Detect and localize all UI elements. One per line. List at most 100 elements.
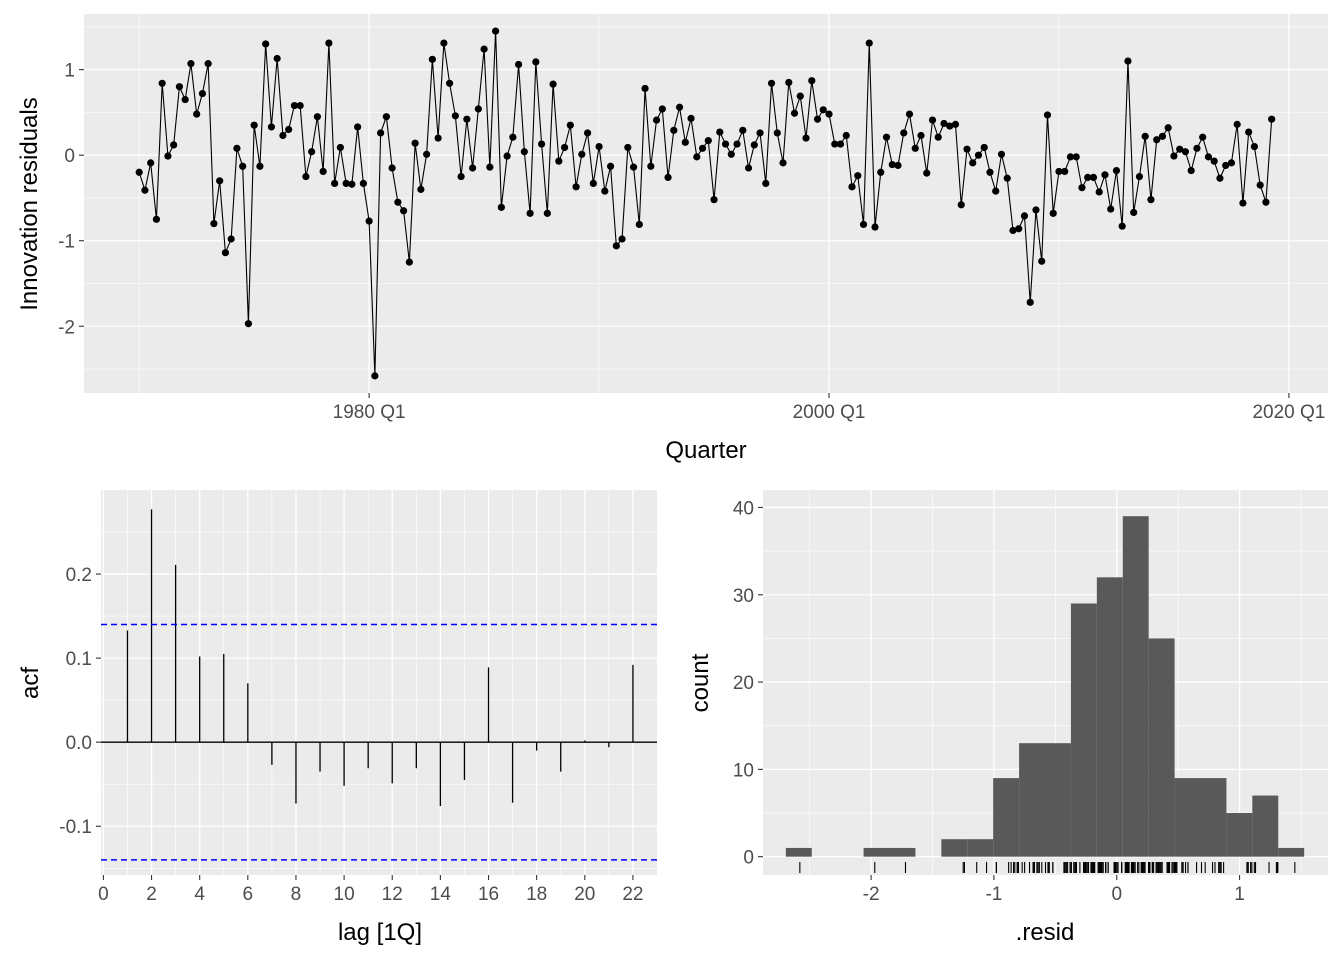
- residual-point: [618, 235, 626, 243]
- panel-background: [101, 490, 657, 875]
- residual-point: [882, 133, 891, 141]
- residual-point: [1101, 171, 1109, 179]
- residual-point: [1153, 136, 1161, 144]
- residual-point: [1141, 132, 1149, 140]
- residual-point: [549, 80, 557, 88]
- residual-point: [911, 144, 919, 152]
- residual-point: [193, 110, 201, 118]
- residual-point: [434, 134, 442, 142]
- residual-point: [147, 159, 155, 167]
- x-tick-label: 12: [382, 884, 403, 905]
- residual-point: [1256, 181, 1264, 189]
- residual-point: [1222, 161, 1230, 170]
- residual-point: [1066, 153, 1075, 161]
- residual-point: [1176, 145, 1184, 153]
- residual-point: [658, 105, 666, 113]
- histogram-bar: [1252, 795, 1279, 857]
- residual-point: [693, 153, 701, 161]
- y-tick-label: 1: [64, 61, 75, 82]
- residual-point: [296, 101, 304, 110]
- residual-point: [1084, 173, 1092, 182]
- residual-point: [687, 114, 695, 122]
- residual-point: [1130, 208, 1138, 217]
- residual-point: [796, 92, 804, 100]
- residual-point: [354, 123, 362, 131]
- residual-point: [555, 157, 563, 165]
- residual-point: [423, 150, 431, 158]
- residual-point: [785, 78, 793, 87]
- residual-point: [681, 138, 689, 146]
- residual-point: [624, 143, 632, 152]
- residual-point: [578, 150, 586, 158]
- residual-point: [1003, 174, 1011, 182]
- residual-point: [704, 137, 712, 145]
- residual-point: [336, 143, 344, 152]
- histogram-bar: [1045, 743, 1071, 857]
- residual-point: [313, 113, 321, 121]
- x-tick-label: -2: [863, 884, 880, 905]
- histogram-bar: [967, 839, 994, 857]
- residual-point: [969, 159, 977, 167]
- residual-point: [842, 131, 850, 140]
- residual-point: [359, 179, 367, 187]
- residual-point: [819, 106, 827, 114]
- residual-point: [940, 119, 948, 128]
- residual-point: [1112, 166, 1121, 175]
- residual-point: [583, 129, 592, 137]
- panel-background: [84, 14, 1328, 393]
- residual-point: [543, 209, 551, 217]
- residual-point: [1015, 225, 1023, 233]
- residual-point: [503, 152, 511, 160]
- x-tick-label: 2000 Q1: [793, 402, 866, 423]
- residual-point: [1089, 173, 1098, 182]
- residual-point: [1049, 209, 1057, 217]
- residual-point: [612, 242, 620, 250]
- residual-point: [262, 40, 270, 48]
- residual-point: [497, 203, 505, 211]
- y-tick-label: 0: [743, 848, 754, 869]
- acf-y-axis-title: acf: [17, 667, 44, 699]
- residual-point: [331, 179, 339, 187]
- acf-x-axis-title: lag [1Q]: [338, 919, 422, 946]
- residual-point: [1072, 153, 1080, 161]
- residual-point: [1147, 196, 1155, 204]
- residual-point: [1107, 205, 1115, 213]
- residual-point: [446, 79, 454, 87]
- residual-point: [469, 164, 477, 172]
- residual-point: [675, 103, 684, 111]
- x-tick-label: 16: [478, 884, 499, 905]
- residual-point: [629, 163, 638, 171]
- histogram-bar: [1070, 603, 1097, 857]
- acf-plot: 0 2 4 6 8 10 12 14 16 18 20 22 -0.1 0.0 0.1 0.2: [59, 490, 657, 905]
- x-tick-label: 2020 Q1: [1252, 402, 1325, 423]
- residual-point: [905, 110, 914, 118]
- residual-point: [348, 180, 356, 188]
- histogram-bar: [1278, 847, 1305, 857]
- residual-point: [451, 112, 459, 120]
- residual-point: [652, 116, 661, 124]
- residual-point: [198, 89, 207, 98]
- residual-point: [1009, 226, 1017, 235]
- residual-point: [457, 172, 465, 181]
- histogram-bar: [1019, 743, 1046, 857]
- residual-point: [1020, 212, 1029, 220]
- histogram-bar: [889, 847, 916, 857]
- histogram-bar: [1200, 778, 1227, 857]
- residuals-time-plot: 1980 Q1 2000 Q1 2020 Q1 -2 -1 0 1: [58, 14, 1328, 423]
- residual-point: [170, 141, 178, 149]
- residual-point: [285, 125, 293, 134]
- residual-point: [279, 131, 287, 140]
- residual-point: [946, 122, 954, 130]
- residual-point: [779, 159, 787, 167]
- residual-point: [187, 60, 195, 68]
- residual-point: [377, 129, 385, 137]
- residual-point: [566, 121, 574, 129]
- x-tick-label: 14: [430, 884, 452, 905]
- residual-point: [790, 109, 799, 117]
- residual-point: [1170, 152, 1178, 160]
- residual-point: [986, 168, 994, 176]
- residual-point: [647, 162, 655, 170]
- residual-point: [141, 186, 149, 194]
- residual-point: [721, 140, 730, 148]
- residual-point: [848, 183, 856, 191]
